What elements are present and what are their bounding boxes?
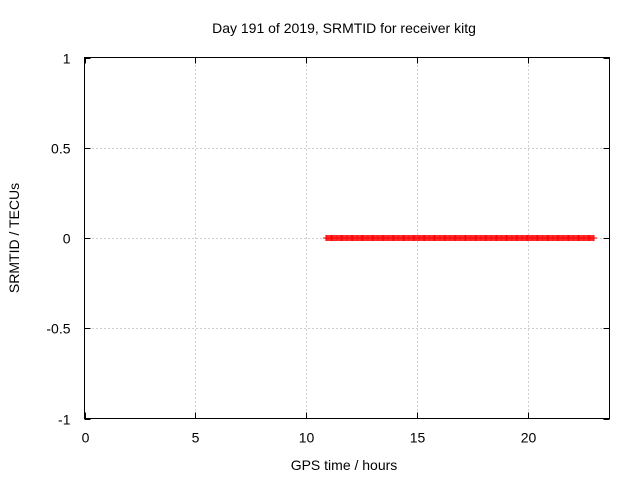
x-tick-label: 15 bbox=[410, 430, 426, 446]
y-tick-label: -1 bbox=[58, 412, 71, 428]
y-axis-label: SRMTID / TECUs bbox=[6, 183, 22, 293]
data-points bbox=[322, 235, 597, 241]
axis-ticks: 0 5 10 15 20 -1 -0.5 0 0.5 1 bbox=[46, 51, 610, 446]
x-tick-label: 5 bbox=[192, 430, 200, 446]
chart-title: Day 191 of 2019, SRMTID for receiver kit… bbox=[212, 20, 476, 36]
x-tick-label: 20 bbox=[521, 430, 537, 446]
y-tick-label: 0 bbox=[63, 231, 71, 247]
plot-frame bbox=[84, 57, 610, 419]
data-point bbox=[590, 235, 597, 241]
y-tick-label: 0.5 bbox=[51, 141, 71, 157]
x-axis-label: GPS time / hours bbox=[291, 457, 398, 473]
y-tick-label: 1 bbox=[63, 51, 71, 67]
y-tick-label: -0.5 bbox=[46, 321, 70, 337]
x-tick-label: 0 bbox=[82, 430, 90, 446]
x-tick-label: 10 bbox=[299, 430, 315, 446]
